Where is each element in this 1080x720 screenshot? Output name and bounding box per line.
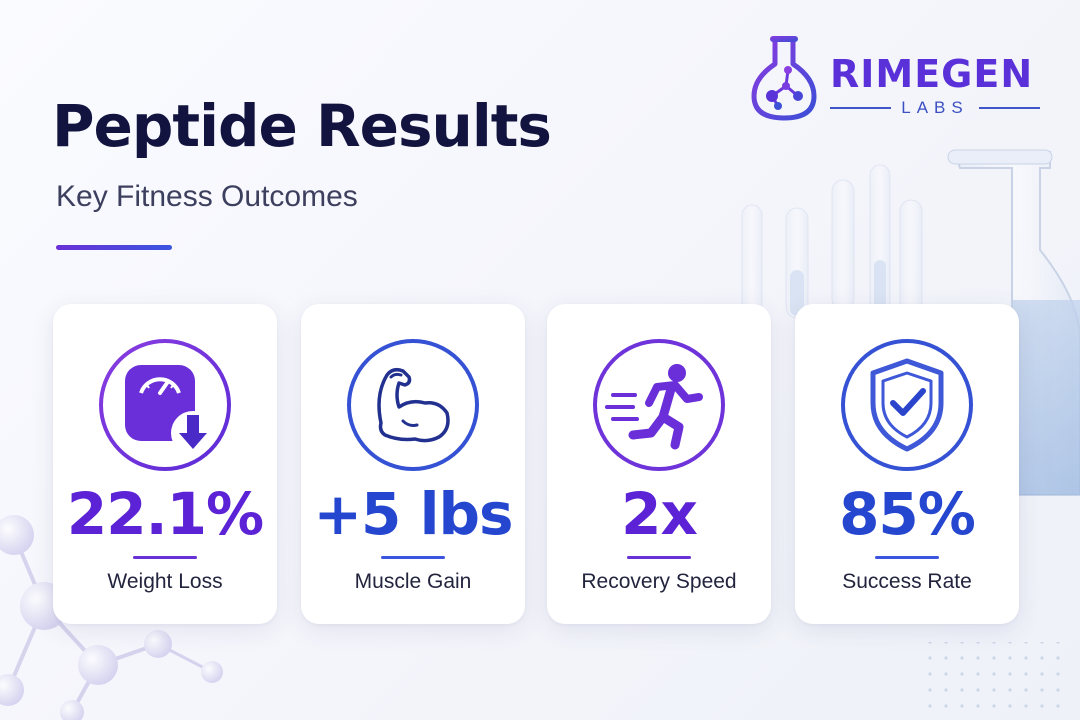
metric-label: Recovery Speed — [581, 570, 737, 593]
brand-name: RIMEGEN — [830, 52, 1034, 96]
running-person-icon — [593, 339, 725, 471]
metric-card-muscle-gain: +5 lbs Muscle Gain — [301, 304, 525, 624]
metric-divider — [133, 556, 197, 559]
metric-cards: 22.1% Weight Loss +5 lbs Muscle Gain 2x — [53, 304, 1019, 624]
shield-check-icon — [841, 339, 973, 471]
metric-value: 2x — [621, 480, 698, 548]
brand-line-right — [978, 107, 1041, 109]
metric-value: 85% — [839, 480, 976, 548]
metric-label: Muscle Gain — [354, 570, 472, 593]
brand-logo-block: RIMEGEN LABS — [748, 34, 1048, 126]
brand-line-left — [830, 107, 892, 109]
brand-sub: LABS — [901, 98, 969, 117]
metric-label: Weight Loss — [107, 570, 223, 593]
metric-divider — [627, 556, 691, 559]
metric-card-weight-loss: 22.1% Weight Loss — [53, 304, 277, 624]
page-subtitle: Key Fitness Outcomes — [56, 180, 358, 213]
brand-sub-row: LABS — [830, 98, 1041, 118]
scale-down-icon — [99, 339, 231, 471]
metric-card-success-rate: 85% Success Rate — [795, 304, 1019, 624]
flexed-arm-icon — [347, 339, 479, 471]
page-title: Peptide Results — [52, 92, 552, 160]
metric-label: Success Rate — [842, 570, 972, 593]
flask-logo-icon — [751, 36, 817, 121]
metric-card-recovery-speed: 2x Recovery Speed — [547, 304, 771, 624]
title-underline — [56, 245, 172, 250]
metric-divider — [875, 556, 939, 559]
metric-divider — [381, 556, 445, 559]
metric-value: 22.1% — [66, 480, 264, 548]
metric-value: +5 lbs — [313, 480, 513, 548]
